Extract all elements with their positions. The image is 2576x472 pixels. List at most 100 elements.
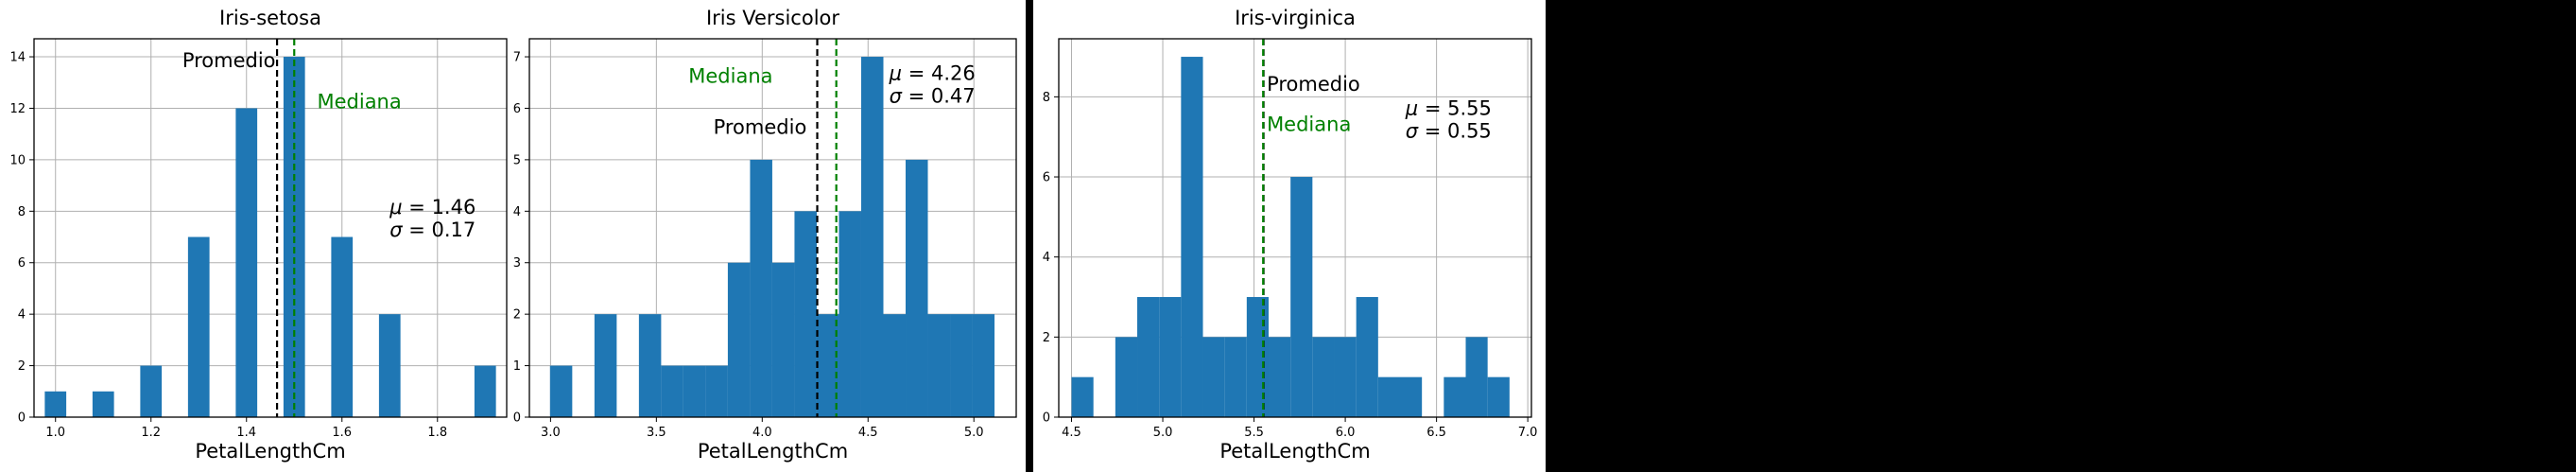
histogram-bar xyxy=(972,314,995,417)
x-tick-label: 4.5 xyxy=(1062,426,1081,440)
x-axis-label: PetalLengthCm xyxy=(1219,440,1370,463)
x-axis-label: PetalLengthCm xyxy=(698,440,848,463)
median-annotation: Mediana xyxy=(1267,113,1351,135)
histogram-bar xyxy=(1202,337,1225,417)
histogram-bar xyxy=(906,159,928,417)
histogram-bar xyxy=(927,314,951,417)
histogram-bar xyxy=(378,314,401,417)
histogram-bar xyxy=(594,314,617,417)
axes-frame xyxy=(528,38,1017,418)
x-tick-label: 5.0 xyxy=(1153,426,1173,440)
histogram-bar xyxy=(1181,57,1203,418)
histogram-bar xyxy=(1071,376,1094,417)
y-tick-label: 8 xyxy=(18,205,26,219)
histogram-bar xyxy=(1246,297,1270,417)
histogram-bar xyxy=(1290,177,1313,417)
y-tick-label: 10 xyxy=(9,153,26,167)
x-tick-label: 3.0 xyxy=(541,426,561,440)
y-tick-label: 14 xyxy=(9,51,26,65)
x-tick-label: 1.2 xyxy=(141,426,161,440)
x-tick-label: 1.8 xyxy=(427,426,447,440)
histogram-bar xyxy=(1115,337,1138,417)
histogram-bar xyxy=(331,236,354,417)
chart-title: Iris-setosa xyxy=(219,7,321,29)
y-tick-label: 6 xyxy=(1043,171,1050,185)
x-tick-label: 6.0 xyxy=(1336,426,1356,440)
histogram-bar xyxy=(705,365,728,417)
histogram-bar xyxy=(235,108,258,417)
chart-title: Iris Versicolor xyxy=(706,7,839,29)
y-tick-label: 5 xyxy=(513,153,521,167)
y-tick-label: 8 xyxy=(1043,91,1050,105)
median-annotation: Mediana xyxy=(317,90,401,113)
y-tick-label: 12 xyxy=(9,102,26,116)
std-value-annotation: σ = 0.55 xyxy=(1406,119,1492,142)
histogram-bar xyxy=(140,365,163,417)
histogram-bar xyxy=(816,314,839,417)
histogram-bar xyxy=(950,314,973,417)
histogram-bar xyxy=(187,236,210,417)
x-axis-label: PetalLengthCm xyxy=(195,440,345,463)
y-tick-label: 2 xyxy=(18,359,26,374)
y-tick-label: 4 xyxy=(18,308,26,323)
x-tick-label: 5.0 xyxy=(964,426,984,440)
axes-frame xyxy=(33,38,508,418)
chart-virginica: 4.5 5.0 5.5 6.0 6.5 7.0 0 2 4 6 8 Iris-virginica Pet… xyxy=(1043,7,1538,463)
x-tick-label: 4.0 xyxy=(752,426,772,440)
y-tick-label: 7 xyxy=(513,51,521,65)
y-tick-label: 4 xyxy=(513,205,521,219)
histogram-bar xyxy=(883,314,907,417)
histogram-bar xyxy=(661,365,683,417)
std-value-annotation: σ = 0.47 xyxy=(890,85,976,108)
y-tick-label: 2 xyxy=(1043,331,1050,345)
y-tick-label: 3 xyxy=(513,256,521,271)
y-tick-label: 6 xyxy=(18,256,26,271)
histogram-bar xyxy=(44,391,67,417)
histogram-bar xyxy=(1377,376,1401,417)
x-tick-label: 1.4 xyxy=(236,426,256,440)
axes-frame xyxy=(1058,38,1532,418)
histogram-bar xyxy=(860,57,884,418)
histogram-bar xyxy=(549,365,573,417)
chart-setosa: 1.0 1.2 1.4 1.6 1.8 0 2 4 6 8 10 12 14 Iris-setosa Pet… xyxy=(9,7,508,463)
x-tick-label: 6.5 xyxy=(1426,426,1446,440)
mean-value-annotation: μ = 4.26 xyxy=(889,62,976,85)
x-tick-label: 7.0 xyxy=(1518,426,1538,440)
y-tick-label: 6 xyxy=(513,102,521,116)
mean-annotation: Promedio xyxy=(182,49,276,72)
histogram-bar xyxy=(794,211,817,417)
histogram-bar xyxy=(683,365,706,417)
median-annotation: Mediana xyxy=(688,64,772,87)
mean-value-annotation: μ = 5.55 xyxy=(1405,96,1492,119)
histogram-bar xyxy=(1487,376,1510,417)
mean-annotation: Promedio xyxy=(714,116,807,139)
y-tick-label: 4 xyxy=(1043,251,1050,265)
histogram-bar xyxy=(1444,376,1466,417)
histogram-bar xyxy=(638,314,662,417)
y-tick-label: 0 xyxy=(1043,411,1050,426)
y-tick-label: 0 xyxy=(18,411,26,426)
x-tick-label: 1.6 xyxy=(332,426,352,440)
chart-title: Iris-virginica xyxy=(1235,7,1356,29)
histogram-bar xyxy=(1312,337,1335,417)
y-tick-label: 1 xyxy=(513,359,521,374)
mean-annotation: Promedio xyxy=(1267,73,1360,96)
histogram-bar xyxy=(474,365,496,417)
histogram-bar xyxy=(1159,297,1182,417)
x-tick-label: 1.0 xyxy=(45,426,65,440)
std-value-annotation: σ = 0.17 xyxy=(389,219,475,241)
histogram-bar xyxy=(1137,297,1160,417)
histogram-bar xyxy=(1269,337,1291,417)
mean-value-annotation: μ = 1.46 xyxy=(389,196,475,219)
histogram-bar xyxy=(1224,337,1247,417)
x-tick-label: 4.5 xyxy=(858,426,878,440)
histogram-bar xyxy=(750,159,772,417)
histogram-bar xyxy=(1356,297,1378,417)
histogram-bar xyxy=(92,391,114,417)
histogram-bar xyxy=(771,262,795,417)
y-tick-label: 2 xyxy=(513,308,521,323)
x-tick-label: 5.5 xyxy=(1244,426,1264,440)
x-tick-label: 3.5 xyxy=(647,426,666,440)
